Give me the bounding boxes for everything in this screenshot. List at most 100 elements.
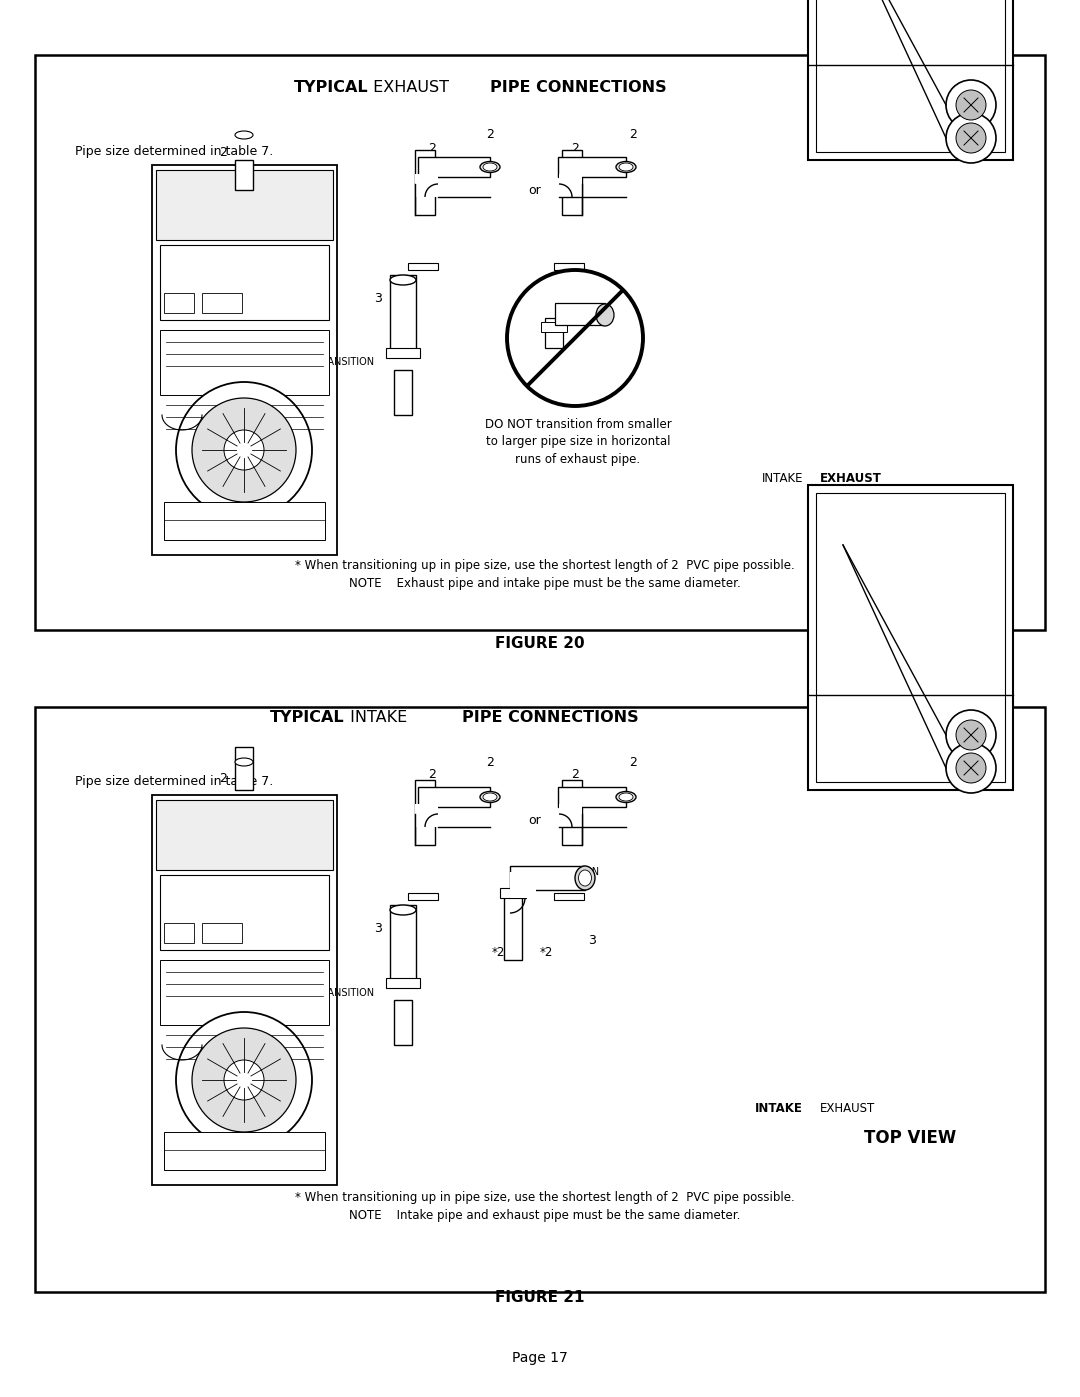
Ellipse shape [483,793,497,800]
Text: 2: 2 [571,141,579,155]
Ellipse shape [596,305,615,326]
Circle shape [946,743,996,793]
Ellipse shape [619,793,633,800]
Bar [808,485,1013,789]
Circle shape [946,80,996,130]
Bar [510,866,585,890]
Text: NOTE    Exhaust pipe and intake pipe must be the same diameter.: NOTE Exhaust pipe and intake pipe must b… [349,577,741,591]
Bar [390,275,416,351]
Bar [164,293,194,313]
Text: *2: *2 [393,387,407,400]
Text: 3: 3 [374,292,382,305]
Text: FIGURE 20: FIGURE 20 [496,637,584,651]
Text: Pipe size determined in table 7.: Pipe size determined in table 7. [75,775,273,788]
Ellipse shape [480,792,500,802]
Text: TYPICAL: TYPICAL [294,81,368,95]
Text: EXHAUST: EXHAUST [820,1101,875,1115]
Bar [418,156,490,177]
Circle shape [956,123,986,154]
Bar [555,303,605,326]
Bar [415,175,438,197]
Text: 2: 2 [571,768,579,781]
Circle shape [956,753,986,782]
Text: 2: 2 [428,141,436,155]
Text: * When transitioning up in pipe size, use the shortest length of 2  PVC pipe pos: * When transitioning up in pipe size, us… [295,560,795,573]
Bar [235,747,253,789]
Text: PIPE CONNECTIONS: PIPE CONNECTIONS [490,81,666,95]
Text: or: or [528,183,541,197]
Bar [408,263,438,270]
Ellipse shape [390,905,416,915]
Bar [164,923,194,943]
Bar [504,895,522,960]
Bar [541,321,567,332]
Bar [554,893,584,900]
Circle shape [192,398,296,502]
Text: TYPICAL: TYPICAL [270,711,345,725]
Text: TOP VIEW: TOP VIEW [864,502,956,520]
Text: 3: 3 [589,933,596,947]
Bar [562,780,582,845]
Ellipse shape [235,759,253,766]
Circle shape [507,270,643,407]
Circle shape [176,1011,312,1148]
Bar [559,805,582,827]
Text: *2: *2 [539,947,553,960]
Text: 2: 2 [219,147,227,159]
Ellipse shape [579,870,592,886]
Text: DO NOT transition from smaller: DO NOT transition from smaller [485,419,672,432]
Bar [545,319,563,348]
Bar [156,170,333,240]
Text: *2: *2 [393,1017,407,1030]
Text: INTAKE: INTAKE [345,711,413,725]
Ellipse shape [480,162,500,172]
Text: *2: *2 [491,947,504,960]
Text: TRANSITION: TRANSITION [540,868,599,877]
Ellipse shape [235,131,253,138]
Bar [816,0,1005,152]
Bar [160,960,329,1025]
Text: 2: 2 [486,756,494,768]
Text: Pipe size determined in table 7.: Pipe size determined in table 7. [75,145,273,158]
Text: 2: 2 [629,129,637,141]
Bar [500,888,526,898]
Bar [418,787,490,807]
Bar [408,893,438,900]
Text: FIGURE 21: FIGURE 21 [496,1291,584,1306]
Bar [808,0,1013,161]
Bar [554,263,584,270]
Bar [415,780,435,845]
Circle shape [176,381,312,518]
Bar [415,805,438,827]
Text: Page 17: Page 17 [512,1351,568,1365]
Text: or: or [528,813,541,827]
Ellipse shape [616,792,636,802]
Text: TOP VIEW: TOP VIEW [864,1129,956,1147]
Bar [386,348,420,358]
Text: INTAKE: INTAKE [755,1101,804,1115]
Bar [558,156,626,177]
Bar [202,293,242,313]
Text: 2: 2 [629,756,637,768]
Ellipse shape [619,163,633,170]
Bar [35,54,1045,630]
Circle shape [224,430,264,469]
Text: TRANSITION: TRANSITION [315,988,374,997]
Bar [394,370,411,415]
Text: runs of exhaust pipe.: runs of exhaust pipe. [515,453,640,465]
Bar [164,1132,325,1171]
Text: EXHAUST: EXHAUST [368,81,454,95]
Bar [152,165,337,555]
Bar [558,787,626,807]
Text: to larger pipe size in horizontal: to larger pipe size in horizontal [486,436,671,448]
Text: 3: 3 [374,922,382,935]
Text: 2: 2 [486,129,494,141]
Circle shape [946,710,996,760]
Text: INTAKE: INTAKE [761,472,804,485]
Ellipse shape [575,866,595,890]
Ellipse shape [483,163,497,170]
Bar [160,330,329,395]
Circle shape [224,1060,264,1099]
Text: TRANSITION: TRANSITION [315,358,374,367]
Text: 2: 2 [219,771,227,785]
